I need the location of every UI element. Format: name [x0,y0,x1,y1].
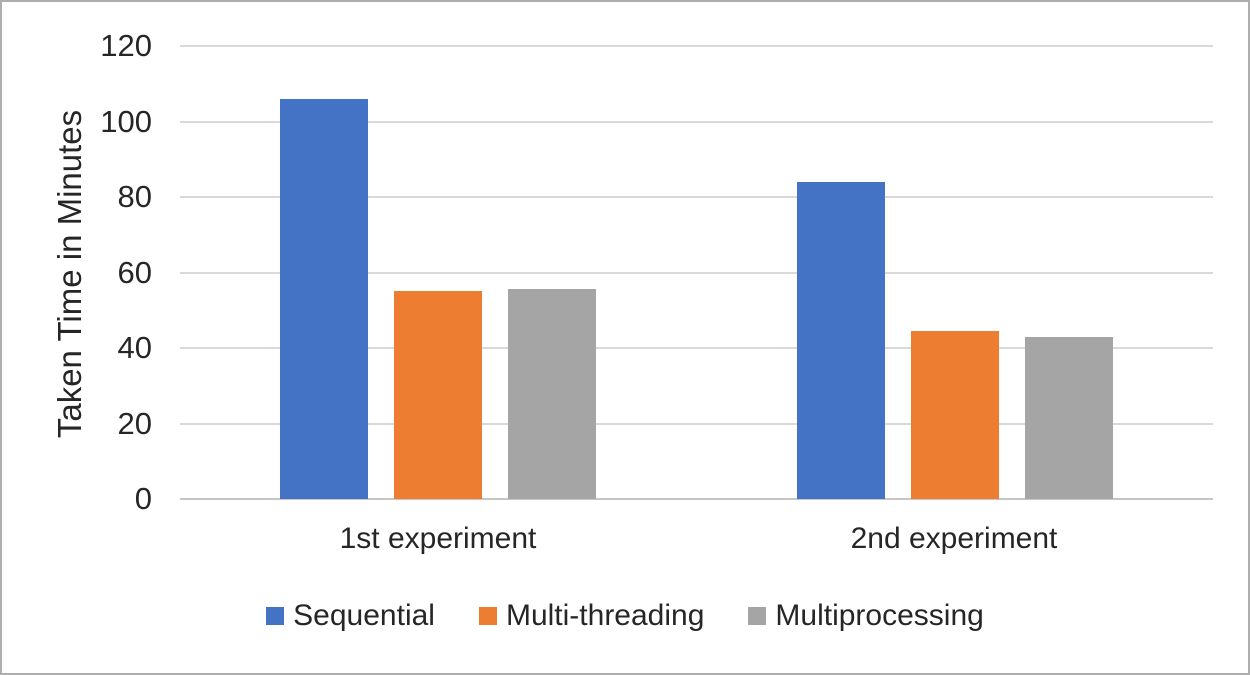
y-tick-label-120: 120 [100,28,152,63]
legend-label-multiprocessing: Multiprocessing [775,599,984,632]
y-tick-label-0: 0 [134,481,152,516]
plot-area [180,45,1213,500]
bar-sequential-1st-experiment [280,99,368,499]
chart-legend: Sequential Multi-threading Multiprocessi… [2,598,1248,634]
gridline-120 [180,45,1213,47]
bar-multi-threading-1st-experiment [394,291,482,499]
gridline-20 [180,422,1213,425]
legend-swatch-multi-threading [478,607,497,625]
x-axis-label-2nd-experiment: 2nd experiment [850,522,1058,555]
legend-item-sequential: Sequential [266,599,435,633]
gridline-80 [180,196,1213,198]
y-tick-label-20: 20 [117,406,152,441]
x-axis-label-1st-experiment: 1st experiment [339,522,537,555]
bar-multiprocessing-1st-experiment [508,289,596,499]
y-tick-label-80: 80 [117,179,152,214]
y-tick-label-100: 100 [100,104,152,139]
legend-item-multi-threading: Multi-threading [478,599,705,633]
gridline-60 [180,271,1213,274]
legend-label-sequential: Sequential [293,599,435,632]
legend-item-multiprocessing: Multiprocessing [748,599,984,633]
legend-label-multi-threading: Multi-threading [505,599,705,632]
y-tick-label-40: 40 [117,330,152,365]
bar-multi-threading-2nd-experiment [911,331,999,499]
gridline-40 [180,347,1213,349]
gridline-100 [180,120,1213,123]
y-tick-label-60: 60 [117,255,152,290]
bar-multiprocessing-2nd-experiment [1025,337,1113,499]
gridline-0 [180,498,1213,500]
legend-swatch-sequential [266,607,285,625]
bar-sequential-2nd-experiment [797,182,885,499]
legend-swatch-multiprocessing [748,607,767,625]
